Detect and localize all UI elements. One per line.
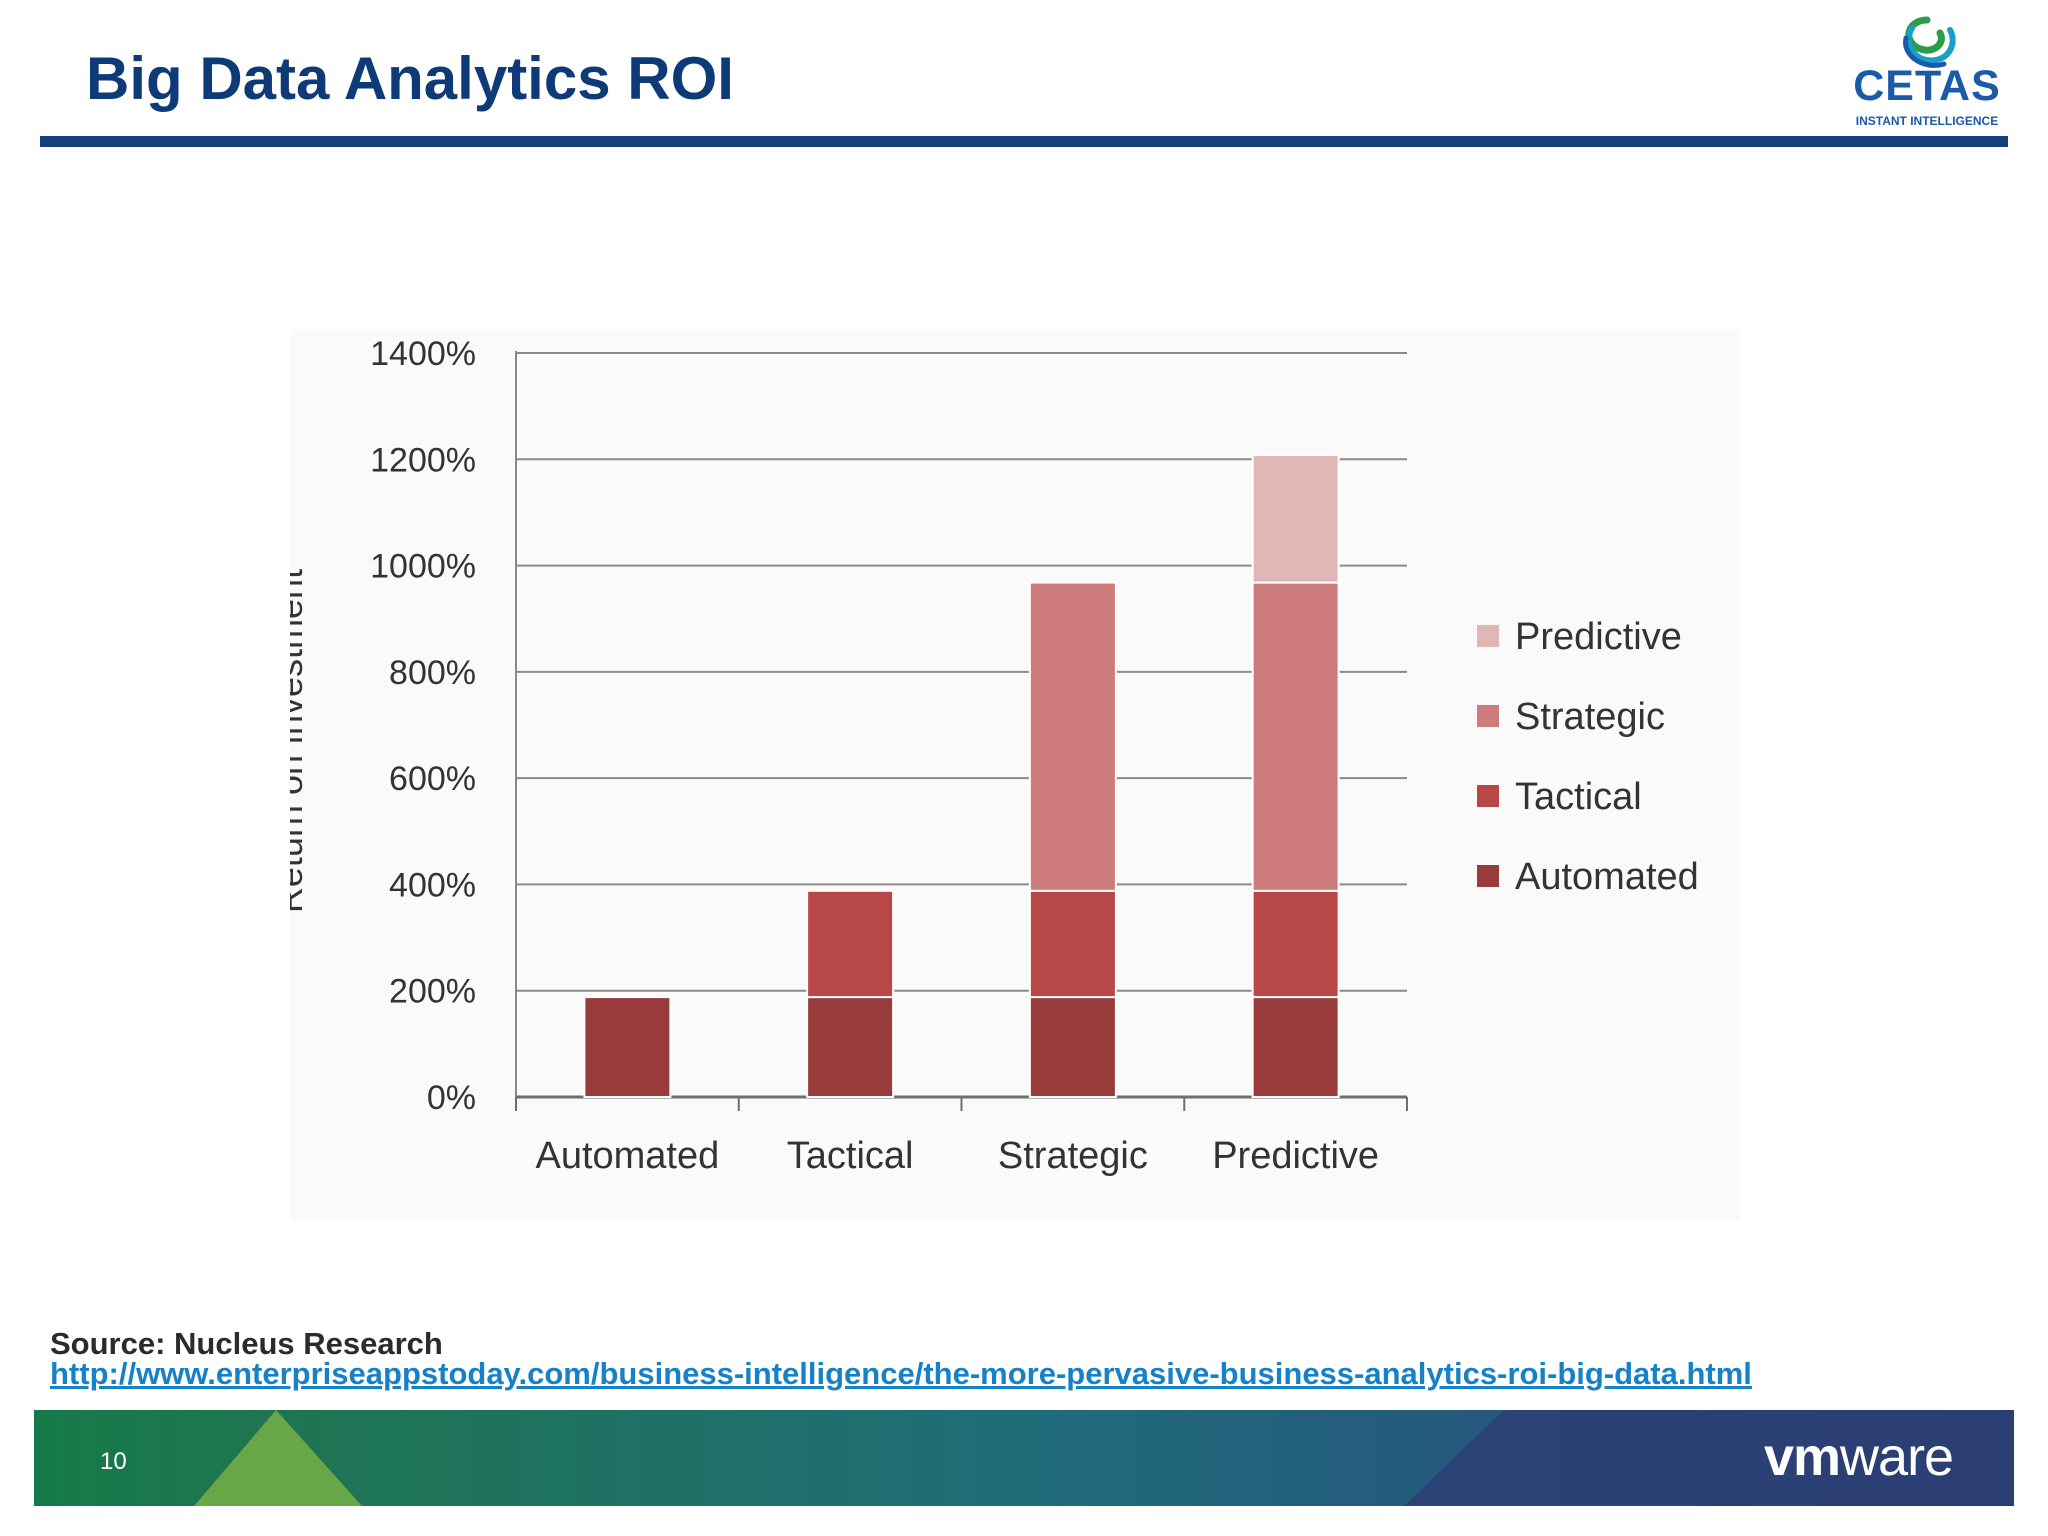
bar-segment-tactical-predictive xyxy=(1251,889,1340,999)
y-tick-label: 800% xyxy=(389,654,476,692)
vmware-logo-bold: vm xyxy=(1764,1427,1841,1487)
source-link[interactable]: http://www.enterpriseappstoday.com/busin… xyxy=(50,1356,1752,1391)
cetas-logo-name: CETAS xyxy=(1853,62,2001,110)
chart-legend: Predictive Strategic Tactical Automated xyxy=(1477,616,1699,898)
legend-swatch-strategic xyxy=(1477,705,1499,727)
vmware-logo-regular: ware xyxy=(1840,1427,1954,1487)
cetas-logo-swirl-icon xyxy=(1903,16,1956,68)
slide-title: Big Data Analytics ROI xyxy=(86,45,734,112)
legend-label: Strategic xyxy=(1515,696,1665,738)
legend-label: Automated xyxy=(1515,856,1699,898)
bar-segment-strategic-strategic xyxy=(1028,581,1117,892)
chart-panel: 0% 200% 400% 600% 800% 1000% 1200% 1400% Automa… xyxy=(290,330,1740,1220)
y-tick-label: 600% xyxy=(389,760,476,798)
legend-swatch-automated xyxy=(1477,865,1499,887)
bar-segment-tactical-strategic xyxy=(1028,889,1117,999)
bar-segment-predictive-predictive xyxy=(1251,454,1340,584)
bar-segment-tactical-tactical xyxy=(806,889,895,999)
bar-segment-automated-strategic xyxy=(1028,996,1117,1098)
legend-label: Tactical xyxy=(1515,776,1642,818)
title-underline xyxy=(40,136,2008,147)
y-tick-label: 400% xyxy=(389,866,476,904)
bar-segment-automated-predictive xyxy=(1251,996,1340,1098)
bar-segment-automated-automated xyxy=(583,996,672,1098)
bar-segment-strategic-predictive xyxy=(1251,581,1340,892)
bar-segment-automated-tactical xyxy=(806,996,895,1098)
y-tick-label: 1400% xyxy=(370,335,476,373)
legend-label: Predictive xyxy=(1515,616,1682,658)
legend-swatch-tactical xyxy=(1477,785,1499,807)
vmware-logo: vmware xyxy=(1764,1426,1954,1488)
y-tick-label: 200% xyxy=(389,973,476,1011)
y-tick-label: 0% xyxy=(427,1079,476,1117)
y-tick-label: 1200% xyxy=(370,441,476,479)
cetas-logo-tagline: INSTANT INTELLIGENCE xyxy=(1855,114,1999,128)
chart-bars xyxy=(583,454,1340,1098)
y-tick-label: 1000% xyxy=(370,548,476,586)
y-tick-labels: 0% 200% 400% 600% 800% 1000% 1200% 1400% xyxy=(370,335,476,1117)
footer-banner xyxy=(34,1410,2014,1506)
x-tick-label: Strategic xyxy=(998,1135,1148,1177)
x-tick-label: Automated xyxy=(535,1135,719,1177)
source-label: Source: Nucleus Research xyxy=(50,1326,443,1361)
x-tick-label: Tactical xyxy=(787,1135,914,1177)
y-axis-label: Return on Investment xyxy=(290,569,310,913)
roi-stacked-bar-chart: 0% 200% 400% 600% 800% 1000% 1200% 1400% Automa… xyxy=(290,335,1699,1177)
x-tick-label: Predictive xyxy=(1212,1135,1379,1177)
x-tick-labels: Automated Tactical Strategic Predictive xyxy=(535,1135,1379,1177)
legend-swatch-predictive xyxy=(1477,625,1499,647)
page-number: 10 xyxy=(100,1448,127,1475)
